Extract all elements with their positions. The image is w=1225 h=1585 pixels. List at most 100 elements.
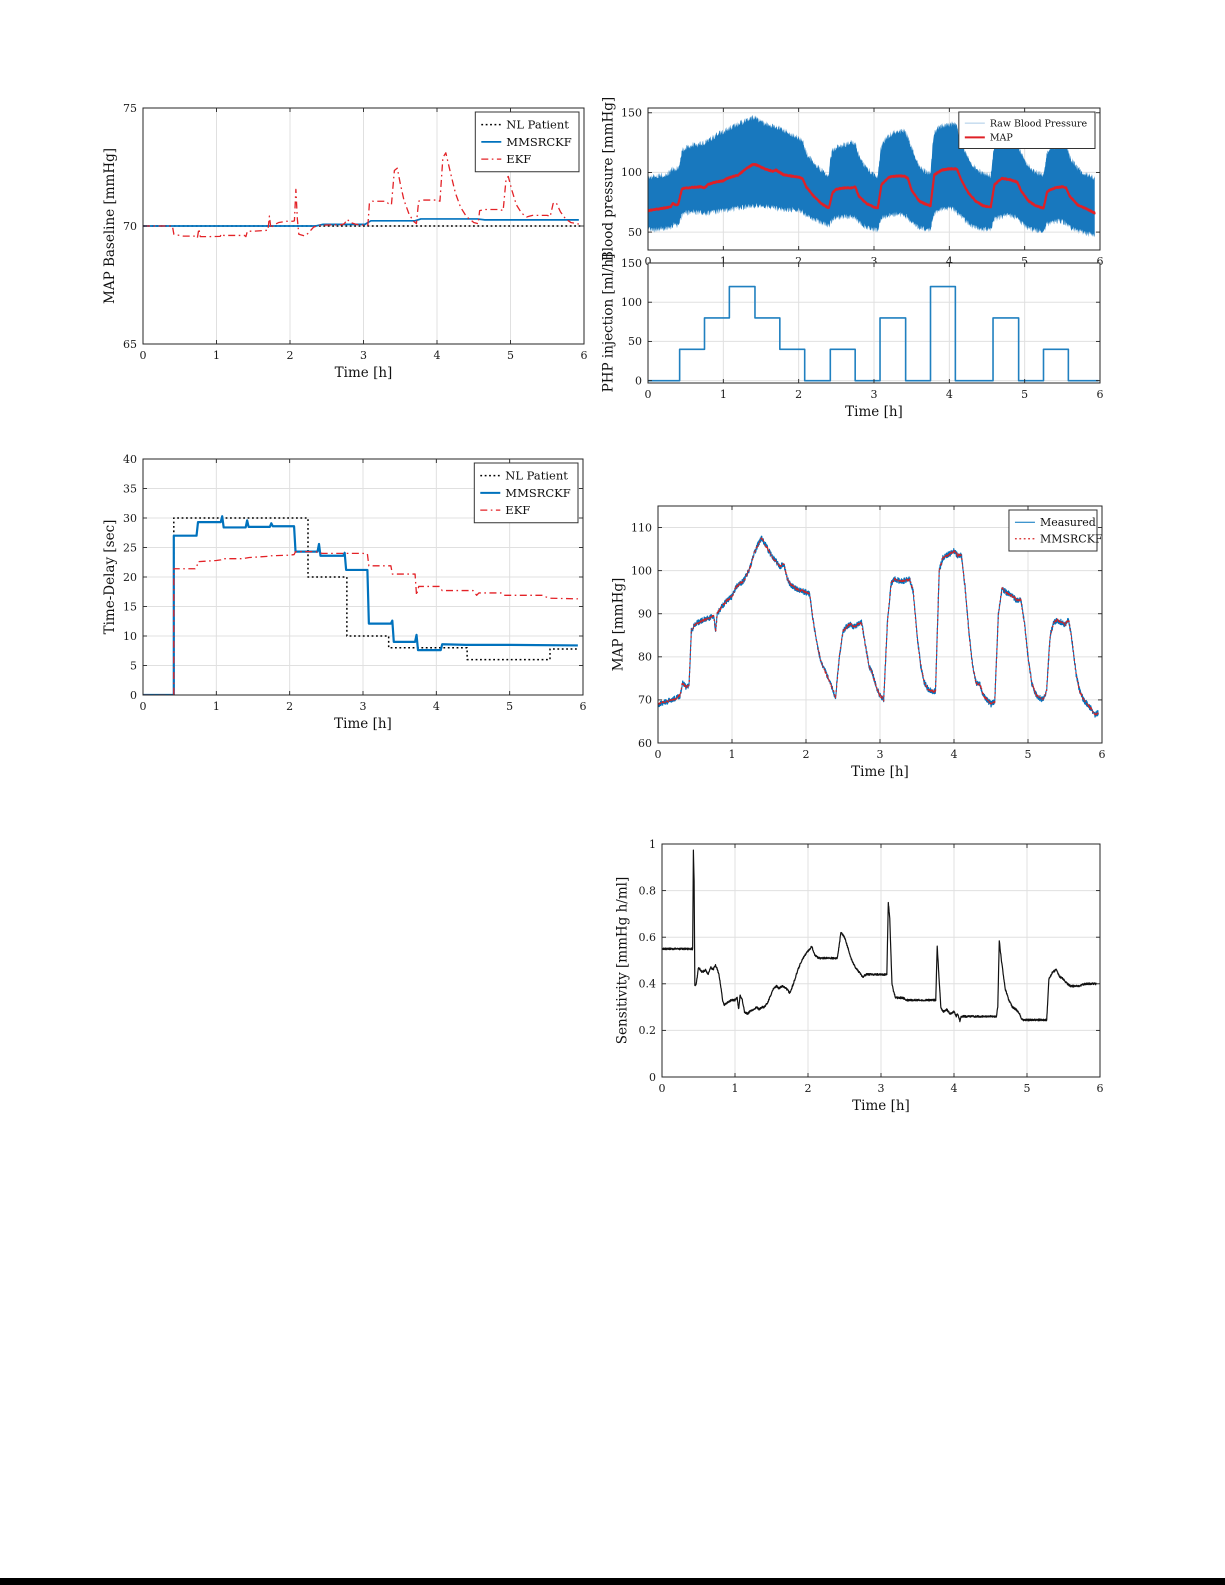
x-tick-label: 1 — [213, 700, 220, 713]
x-tick-label: 0 — [655, 748, 662, 761]
legend: NL Patient MMSRCKF EKF — [474, 111, 580, 173]
x-tick-label: 5 — [1021, 388, 1028, 401]
chart-blood-pressure: 0 1 2 3 4 5 6 50 100 150 Blood pressure [mmHg] Raw … — [601, 97, 1104, 268]
x-tick-label: 2 — [803, 748, 810, 761]
x-tick-label: 5 — [507, 349, 514, 362]
legend: Measured MMSRCKF — [1008, 509, 1103, 552]
series-line-mmsrckf — [143, 515, 578, 695]
footer-bar — [0, 1578, 1225, 1585]
y-tick-label: 150 — [621, 257, 642, 270]
x-tick-label: 0 — [659, 1082, 666, 1095]
x-tick-label: 4 — [951, 1082, 958, 1095]
y-tick-label: 100 — [621, 166, 642, 179]
x-tick-label: 3 — [360, 349, 367, 362]
y-tick-label: 0.8 — [639, 884, 657, 897]
x-tick-label: 4 — [951, 748, 958, 761]
x-tick-label: 5 — [506, 700, 513, 713]
x-tick-label: 6 — [1097, 388, 1104, 401]
x-tick-label: 4 — [946, 388, 953, 401]
x-tick-label: 6 — [1097, 1082, 1104, 1095]
y-tick-label: 40 — [123, 453, 137, 466]
x-axis-label: Time [h] — [335, 365, 393, 381]
x-tick-label: 1 — [729, 748, 736, 761]
y-tick-label: 80 — [638, 651, 652, 664]
y-tick-label: 75 — [123, 102, 137, 115]
series-line-nl-patient — [143, 517, 578, 695]
y-axis-label: MAP [mmHg] — [611, 578, 627, 672]
x-tick-label: 1 — [720, 388, 727, 401]
x-tick-label: 4 — [946, 255, 953, 268]
y-tick-label: 70 — [638, 694, 652, 707]
series-group — [662, 849, 1097, 1023]
x-tick-label: 0 — [140, 349, 147, 362]
plot-svg-blood-pressure: 0 1 2 3 4 5 6 50 100 150 Blood pressure [mmHg] Raw … — [601, 97, 1104, 268]
y-tick-label: 0 — [649, 1071, 656, 1084]
series-line-map — [648, 163, 1096, 215]
x-tick-label: 3 — [877, 748, 884, 761]
x-tick-label: 6 — [581, 349, 588, 362]
x-tick-label: 3 — [878, 1082, 885, 1095]
x-tick-label: 6 — [1099, 748, 1106, 761]
series-group — [143, 515, 578, 695]
y-axis-label: Sensitivity [mmHg h/ml] — [615, 877, 631, 1044]
x-tick-label: 5 — [1025, 748, 1032, 761]
plot-svg-sensitivity: 0 1 2 3 4 5 6 0 0.2 0.4 0.6 0.8 1 Time [h] Sensitivity… — [615, 838, 1104, 1114]
x-tick-label: 3 — [871, 255, 878, 268]
y-tick-label: 15 — [123, 600, 137, 613]
legend-label: NL Patient — [506, 118, 569, 132]
series-line-line — [648, 285, 1099, 382]
y-tick-label: 25 — [123, 541, 137, 554]
chart-php-injection: 0 1 2 3 4 5 6 0 50 100 150 Time [h] PHP injection [m… — [601, 254, 1104, 420]
y-tick-label: 100 — [621, 296, 642, 309]
chart-time-delay: 0 1 2 3 4 5 6 0 5 10 15 20 25 30 35 40 Time [h] Time-Dela… — [102, 453, 587, 732]
series-line-mmsrckf — [658, 536, 1099, 717]
y-axis-label: PHP injection [ml/h] — [601, 254, 617, 393]
y-tick-label: 110 — [631, 521, 652, 534]
y-tick-label: 0.6 — [639, 931, 657, 944]
plot-svg-map-estimation: 0 1 2 3 4 5 6 60 70 80 90 100 110 Time [h] MAP [mmHg] M… — [611, 505, 1106, 780]
y-tick-label: 0 — [635, 374, 642, 387]
x-tick-label: 0 — [645, 388, 652, 401]
legend-box — [1008, 509, 1098, 552]
x-tick-label: 1 — [720, 255, 727, 268]
x-tick-label: 1 — [732, 1082, 739, 1095]
legend-box — [958, 111, 1096, 149]
x-tick-label: 6 — [580, 700, 587, 713]
x-axis-label: Time [h] — [845, 404, 903, 420]
legend-label: Measured — [1040, 516, 1096, 529]
x-tick-label: 5 — [1024, 1082, 1031, 1095]
series-line-ekf — [143, 152, 579, 239]
x-tick-label: 3 — [360, 700, 367, 713]
y-tick-label: 100 — [631, 564, 652, 577]
legend-label: EKF — [505, 503, 530, 517]
x-tick-label: 1 — [213, 349, 220, 362]
series-group — [143, 152, 581, 239]
legend-label: MMSRCKF — [505, 486, 570, 500]
chart-map-baseline: 0 1 2 3 4 5 6 65 70 75 Time [h] MAP Baseline [mmHg]… — [102, 102, 588, 381]
y-tick-label: 50 — [628, 226, 642, 239]
x-tick-label: 4 — [433, 700, 440, 713]
series-line-ekf — [143, 550, 578, 695]
y-axis-label: Time-Delay [sec] — [102, 520, 118, 635]
y-tick-label: 65 — [123, 338, 137, 351]
y-tick-label: 70 — [123, 220, 137, 233]
legend-label: MAP — [990, 133, 1014, 144]
y-tick-label: 150 — [621, 107, 642, 120]
y-tick-label: 20 — [123, 571, 137, 584]
y-tick-label: 35 — [123, 482, 137, 495]
plot-svg-map-baseline: 0 1 2 3 4 5 6 65 70 75 Time [h] MAP Baseline [mmHg]… — [102, 102, 588, 381]
x-tick-label: 5 — [1021, 255, 1028, 268]
y-axis-label: Blood pressure [mmHg] — [601, 97, 617, 261]
legend-label: Raw Blood Pressure — [990, 118, 1088, 129]
legend-label: NL Patient — [505, 469, 568, 483]
series-group — [648, 285, 1099, 382]
x-tick-label: 2 — [805, 1082, 812, 1095]
chart-sensitivity: 0 1 2 3 4 5 6 0 0.2 0.4 0.6 0.8 1 Time [h] Sensitivity… — [615, 838, 1104, 1114]
y-axis-label: MAP Baseline [mmHg] — [102, 148, 118, 304]
legend-label: MMSRCKF — [1040, 533, 1103, 546]
x-tick-label: 0 — [140, 700, 147, 713]
legend-label: EKF — [506, 152, 531, 166]
x-axis-label: Time [h] — [851, 764, 909, 780]
y-tick-label: 0 — [130, 689, 137, 702]
